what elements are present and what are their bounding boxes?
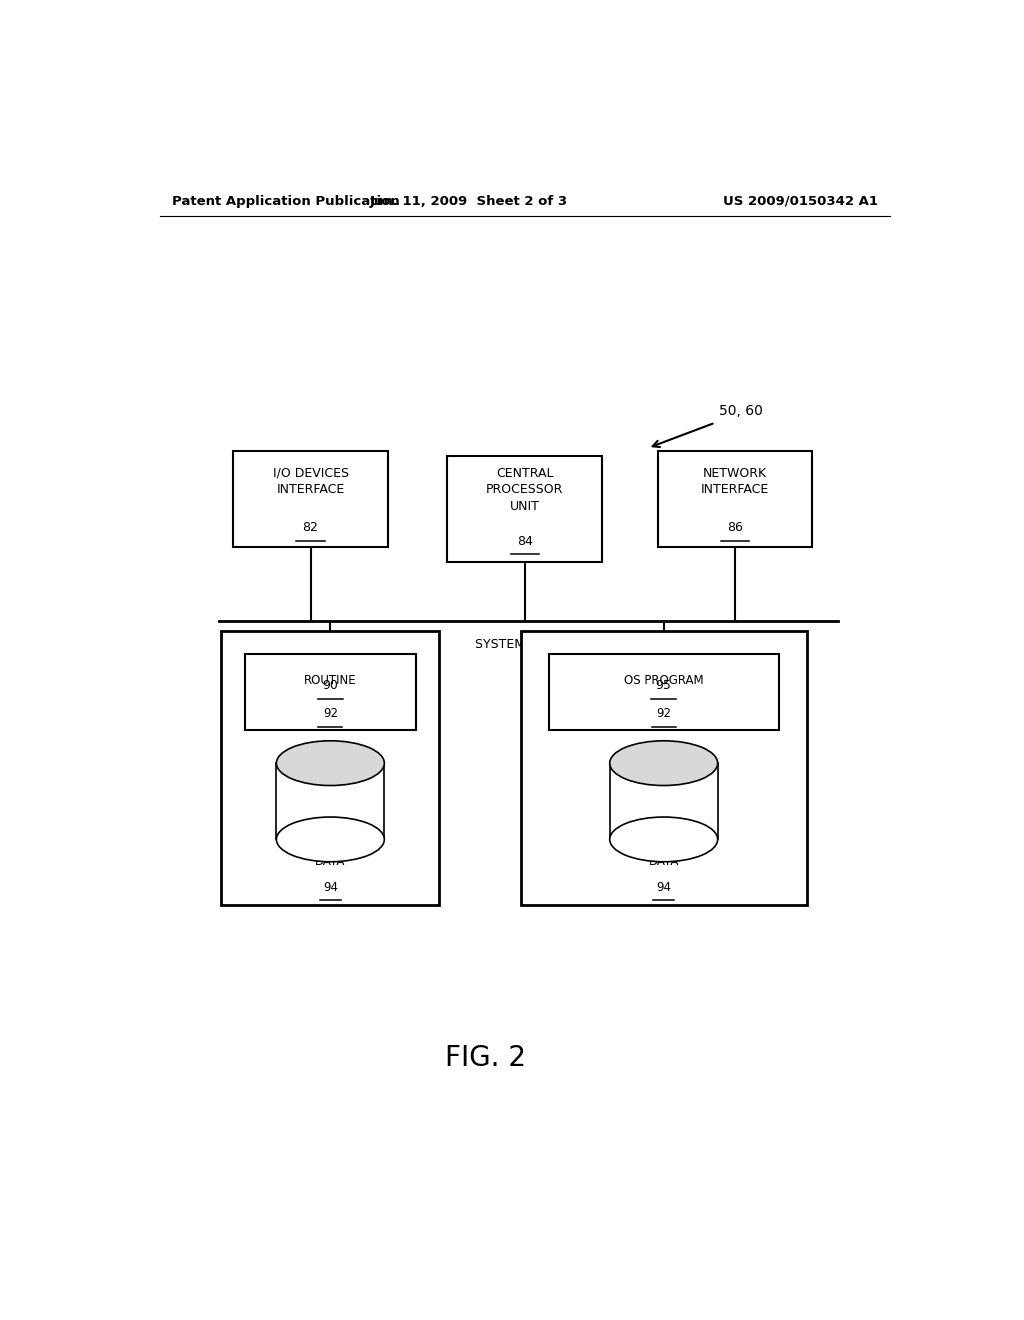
Text: 86: 86 — [727, 521, 743, 535]
Bar — [521, 631, 807, 906]
Text: 94: 94 — [323, 880, 338, 894]
Text: DATA: DATA — [648, 854, 679, 867]
Ellipse shape — [609, 741, 718, 785]
Ellipse shape — [609, 817, 718, 862]
Ellipse shape — [276, 817, 384, 862]
Bar — [657, 450, 812, 548]
Text: NETWORK
INTERFACE: NETWORK INTERFACE — [701, 467, 769, 496]
Bar — [245, 653, 416, 730]
Text: ROUTINE: ROUTINE — [304, 675, 356, 688]
Bar — [609, 763, 718, 840]
Text: OS PROGRAM: OS PROGRAM — [624, 675, 703, 688]
Text: MEMORY: MEMORY — [303, 653, 357, 667]
Text: 50, 60: 50, 60 — [719, 404, 763, 417]
Text: Patent Application Publication: Patent Application Publication — [172, 194, 399, 207]
Bar — [233, 450, 388, 548]
Text: 90: 90 — [323, 680, 338, 693]
Text: 95: 95 — [655, 680, 672, 693]
Text: 94: 94 — [656, 880, 671, 894]
Text: Jun. 11, 2009  Sheet 2 of 3: Jun. 11, 2009 Sheet 2 of 3 — [371, 194, 568, 207]
Bar — [221, 631, 439, 906]
Text: 92: 92 — [323, 706, 338, 719]
Text: I/O DEVICES
INTERFACE: I/O DEVICES INTERFACE — [272, 467, 348, 496]
Bar — [549, 653, 779, 730]
Text: 82: 82 — [302, 521, 318, 535]
Text: 84: 84 — [517, 535, 532, 548]
Bar — [447, 455, 602, 562]
Text: SYSTEM BUS 79: SYSTEM BUS 79 — [475, 638, 574, 651]
Text: US 2009/0150342 A1: US 2009/0150342 A1 — [723, 194, 878, 207]
Bar — [276, 763, 384, 840]
Ellipse shape — [276, 741, 384, 785]
Text: FIG. 2: FIG. 2 — [444, 1044, 525, 1072]
Text: CENTRAL
PROCESSOR
UNIT: CENTRAL PROCESSOR UNIT — [486, 467, 563, 513]
Text: DATA: DATA — [315, 854, 345, 867]
Text: 92: 92 — [656, 706, 671, 719]
Text: DISK STORAGE: DISK STORAGE — [617, 653, 711, 667]
